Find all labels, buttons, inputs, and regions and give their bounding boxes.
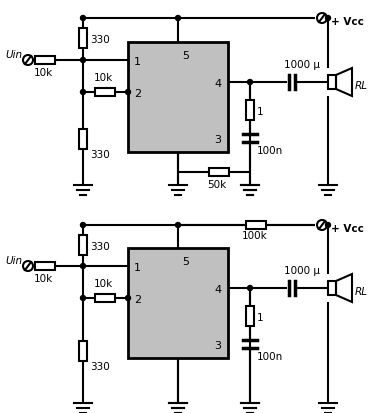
Circle shape <box>80 263 86 268</box>
Circle shape <box>325 16 331 21</box>
Text: 100k: 100k <box>242 231 267 241</box>
Circle shape <box>80 295 86 301</box>
Circle shape <box>80 16 86 21</box>
Text: 10k: 10k <box>33 274 53 284</box>
Circle shape <box>80 223 86 228</box>
Text: 4: 4 <box>214 79 221 89</box>
Text: 2: 2 <box>134 295 141 305</box>
Text: 50k: 50k <box>207 180 227 190</box>
Bar <box>79 28 87 48</box>
Bar <box>246 306 254 326</box>
Text: 3: 3 <box>214 341 221 351</box>
Text: 1: 1 <box>134 57 141 67</box>
Bar <box>79 340 87 361</box>
Text: 1: 1 <box>134 263 141 273</box>
Text: 3: 3 <box>214 135 221 145</box>
Circle shape <box>126 295 131 301</box>
Bar <box>128 248 228 358</box>
Text: RL: RL <box>355 81 368 91</box>
Text: 330: 330 <box>90 363 110 373</box>
Circle shape <box>80 90 86 95</box>
Bar <box>95 88 116 96</box>
Bar <box>328 281 336 295</box>
Bar <box>246 221 267 229</box>
Circle shape <box>80 57 86 62</box>
Text: 330: 330 <box>90 150 110 161</box>
Bar <box>209 168 229 176</box>
Text: Uin: Uin <box>5 50 22 60</box>
Text: Uin: Uin <box>5 256 22 266</box>
Bar <box>35 262 55 270</box>
Bar <box>328 75 336 89</box>
Bar <box>246 100 254 120</box>
Text: RL: RL <box>355 287 368 297</box>
Text: + Vcc: + Vcc <box>331 17 364 27</box>
Circle shape <box>325 223 331 228</box>
Text: 1: 1 <box>257 107 264 117</box>
Text: 10k: 10k <box>33 68 53 78</box>
Bar <box>79 128 87 149</box>
Bar <box>128 42 228 152</box>
Circle shape <box>248 79 252 85</box>
Bar <box>79 235 87 255</box>
Text: 5: 5 <box>182 51 189 61</box>
Text: + Vcc: + Vcc <box>331 224 364 234</box>
Text: 1000 μ: 1000 μ <box>284 266 320 276</box>
Circle shape <box>175 223 181 228</box>
Text: 2: 2 <box>134 89 141 99</box>
Circle shape <box>175 16 181 21</box>
Text: 330: 330 <box>90 242 110 252</box>
Text: 10k: 10k <box>94 73 113 83</box>
Text: 100n: 100n <box>257 352 283 362</box>
Circle shape <box>126 90 131 95</box>
Text: 10k: 10k <box>94 279 113 289</box>
Text: 5: 5 <box>182 257 189 267</box>
Text: 4: 4 <box>214 285 221 295</box>
Bar <box>35 56 55 64</box>
Text: 1: 1 <box>257 313 264 323</box>
Circle shape <box>248 285 252 290</box>
Bar <box>95 294 116 302</box>
Text: 100n: 100n <box>257 146 283 156</box>
Text: 330: 330 <box>90 35 110 45</box>
Text: 1000 μ: 1000 μ <box>284 60 320 70</box>
